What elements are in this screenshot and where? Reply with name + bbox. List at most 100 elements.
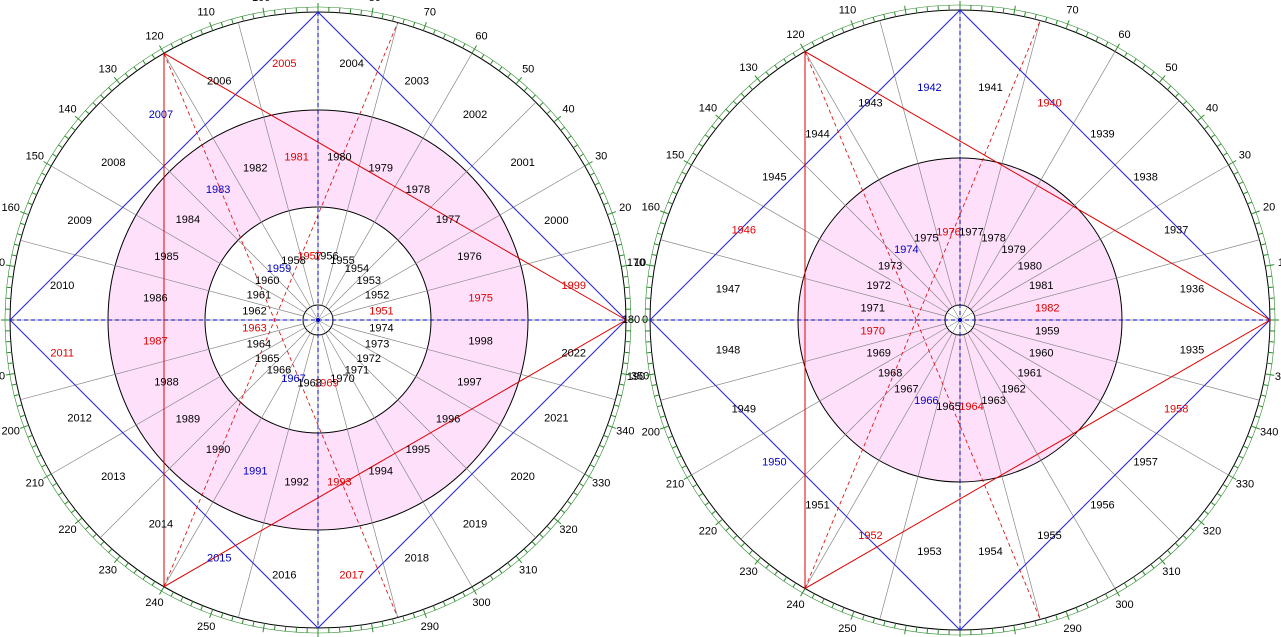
hub-ray [317, 312, 332, 321]
year-label: 2012 [67, 413, 91, 425]
degree-tick [573, 491, 578, 496]
degree-tick [1174, 93, 1180, 98]
degree-tick [1197, 518, 1205, 526]
degree-tick [442, 601, 446, 607]
degree-tick [402, 18, 405, 25]
degree-tick [862, 20, 865, 26]
degree-tick [515, 555, 523, 564]
year-label: 1985 [154, 251, 178, 263]
year-label: 2015 [207, 552, 231, 564]
degree-label: 210 [666, 478, 684, 490]
degree-tick [1158, 75, 1166, 83]
degree-tick [1044, 617, 1048, 623]
year-label: 1968 [297, 377, 321, 389]
ray [963, 334, 1041, 620]
hub-ray [959, 306, 968, 321]
degree-tick [1002, 7, 1005, 14]
degree-tick [5, 264, 15, 268]
degree-tick [676, 455, 682, 459]
degree-tick [657, 232, 663, 236]
degree-tick [553, 517, 562, 525]
year-label: 1949 [732, 403, 756, 415]
degree-tick [850, 20, 855, 29]
degree-tick [1228, 160, 1237, 166]
year-label: 1980 [327, 151, 351, 163]
degree-tick [1167, 550, 1172, 555]
degree-tick [991, 628, 994, 634]
year-label: 1975 [914, 233, 938, 245]
degree-tick [1075, 27, 1079, 33]
hub-ray [959, 312, 974, 321]
degree-tick [1065, 611, 1070, 620]
degree-tick [646, 351, 652, 354]
year-label: 1977 [959, 227, 983, 239]
ray [51, 327, 306, 475]
degree-tick [71, 126, 76, 131]
year-label: 1940 [1037, 98, 1061, 110]
degree-tick [1075, 607, 1079, 613]
degree-tick [613, 233, 620, 236]
degree-label: 310 [1162, 566, 1180, 578]
degree-label: 60 [1118, 29, 1130, 41]
ray [330, 327, 585, 475]
degree-label: 20 [1263, 201, 1275, 213]
hub-ray [959, 319, 968, 334]
degree-tick [531, 541, 536, 546]
degree-tick [108, 548, 113, 553]
degree-tick [1055, 614, 1058, 620]
degree-tick [894, 623, 897, 629]
degree-tick [1210, 501, 1216, 506]
degree-tick [704, 134, 710, 139]
year-label: 1971 [345, 365, 369, 377]
degree-tick [1002, 626, 1005, 633]
year-label: 2021 [544, 413, 568, 425]
degree-tick [422, 21, 427, 31]
degree-tick [523, 87, 528, 92]
degree-tick [133, 568, 138, 574]
year-label: 1981 [1029, 280, 1053, 292]
year-label: 1953 [917, 546, 941, 558]
ray [332, 323, 616, 401]
year-label: 1971 [861, 302, 885, 314]
degree-label: 220 [58, 524, 76, 536]
year-label: 1956 [1090, 500, 1114, 512]
hub-ray [952, 306, 961, 321]
degree-tick [1222, 483, 1228, 488]
degree-tick [651, 383, 657, 386]
degree-tick [646, 286, 652, 289]
degree-tick [619, 383, 625, 386]
year-label: 1958 [281, 255, 305, 267]
degree-tick [610, 222, 616, 226]
degree-tick [792, 52, 797, 58]
year-label: 1965 [255, 353, 279, 365]
degree-tick [926, 6, 929, 12]
degree-tick [31, 444, 37, 448]
degree-label: 190 [627, 371, 645, 383]
degree-tick [1095, 598, 1099, 604]
degree-tick [1013, 5, 1016, 15]
ray [972, 327, 1229, 476]
year-label: 1960 [1029, 348, 1053, 360]
year-label: 1964 [247, 338, 271, 350]
year-label: 1955 [1037, 530, 1061, 542]
degree-tick [660, 222, 666, 225]
degree-tick [698, 143, 704, 148]
degree-tick [523, 548, 528, 553]
degree-label: 280 [366, 636, 384, 637]
degree-tick [370, 7, 374, 17]
degree-tick [1123, 582, 1128, 588]
degree-tick [360, 624, 363, 631]
year-label: 1974 [894, 244, 918, 256]
degree-tick [432, 605, 436, 611]
degree-label: 130 [739, 62, 757, 74]
degree-tick [6, 286, 12, 289]
degree-label: 260 [252, 636, 270, 637]
year-label: 1999 [562, 280, 586, 292]
degree-label: 120 [145, 31, 163, 43]
year-label: 1976 [457, 251, 481, 263]
degree-tick [651, 254, 657, 257]
degree-label: 30 [1239, 149, 1251, 161]
year-label: 2016 [272, 570, 296, 582]
year-label: 1952 [365, 289, 389, 301]
degree-tick [452, 38, 456, 44]
